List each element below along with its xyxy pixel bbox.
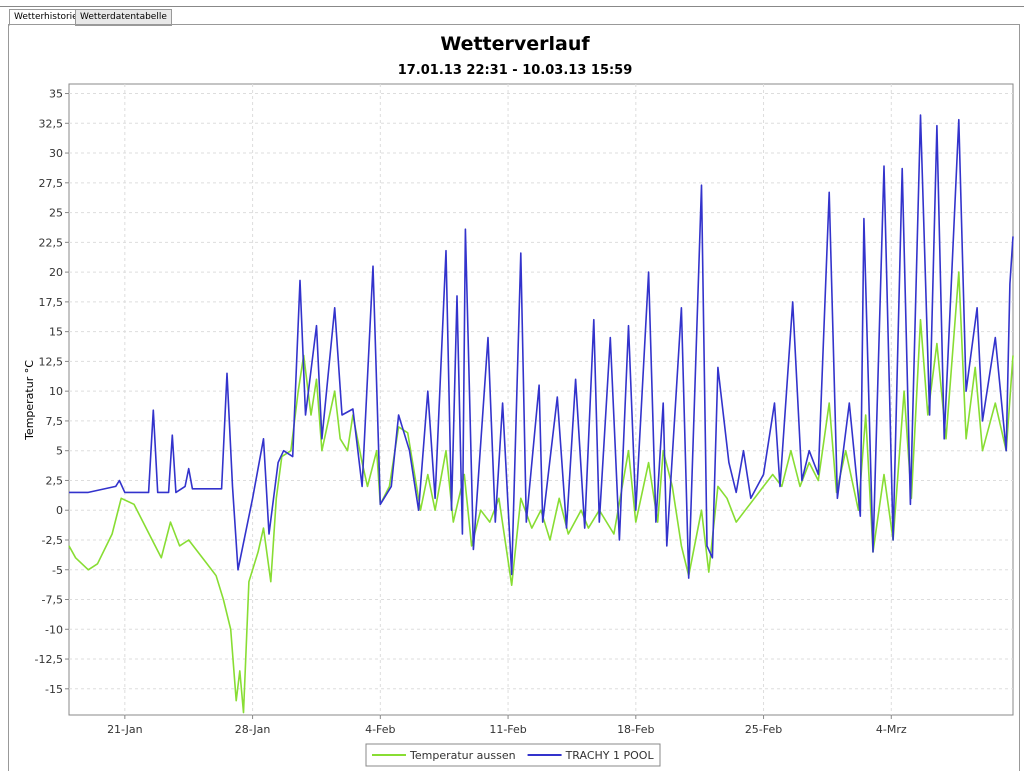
y-tick-label: 7,5 <box>46 415 64 428</box>
x-tick-label: 11-Feb <box>489 723 526 736</box>
y-tick-label: -12,5 <box>35 653 63 666</box>
y-tick-label: 0 <box>56 504 63 517</box>
legend-box <box>365 743 661 767</box>
y-tick-label: 20 <box>49 266 63 279</box>
y-tick-label: 15 <box>49 326 63 339</box>
y-tick-label: -10 <box>45 623 63 636</box>
plot-area <box>68 83 1014 716</box>
y-tick-label: 27,5 <box>39 177 64 190</box>
y-tick-label: 5 <box>56 445 63 458</box>
y-tick-label: -2,5 <box>42 534 63 547</box>
y-tick-label: 30 <box>49 147 63 160</box>
chart-title: Wetterverlauf <box>440 33 590 55</box>
panel <box>8 24 1020 771</box>
x-tick-label: 4-Mrz <box>876 723 907 736</box>
y-tick-label: 32,5 <box>39 117 64 130</box>
line <box>68 271 1014 714</box>
x-tick-label: 25-Feb <box>745 723 782 736</box>
tab[interactable]: Wetterdatentabelle <box>75 9 172 26</box>
y-tick-label: -5 <box>52 564 63 577</box>
x-tick-label: 4-Feb <box>365 723 395 736</box>
y-tick-label: 12,5 <box>39 355 64 368</box>
x-tick-label: 18-Feb <box>617 723 654 736</box>
y-tick-label: -7,5 <box>42 594 63 607</box>
y-tick-label: 17,5 <box>39 296 64 309</box>
chart-subtitle: 17.01.13 22:31 - 10.03.13 15:59 <box>398 63 633 78</box>
y-tick-label: -15 <box>45 683 63 696</box>
legend-label: Temperatur aussen <box>409 749 516 762</box>
y-axis-label: Temperatur °C <box>23 360 36 441</box>
y-tick-label: 25 <box>49 207 63 220</box>
y-tick-label: 10 <box>49 385 63 398</box>
y-tick-label: 2,5 <box>46 474 64 487</box>
legend-label: TRACHY 1 POOL <box>565 749 655 762</box>
top-border <box>0 6 1024 7</box>
x-tick-label: 28-Jan <box>235 723 271 736</box>
legend: Temperatur aussen TRACHY 1 POOL <box>365 743 661 767</box>
y-tick-label: 35 <box>49 88 63 101</box>
x-tick-label: 21-Jan <box>107 723 143 736</box>
line <box>69 114 1014 579</box>
y-tick-label: 22,5 <box>39 236 64 249</box>
